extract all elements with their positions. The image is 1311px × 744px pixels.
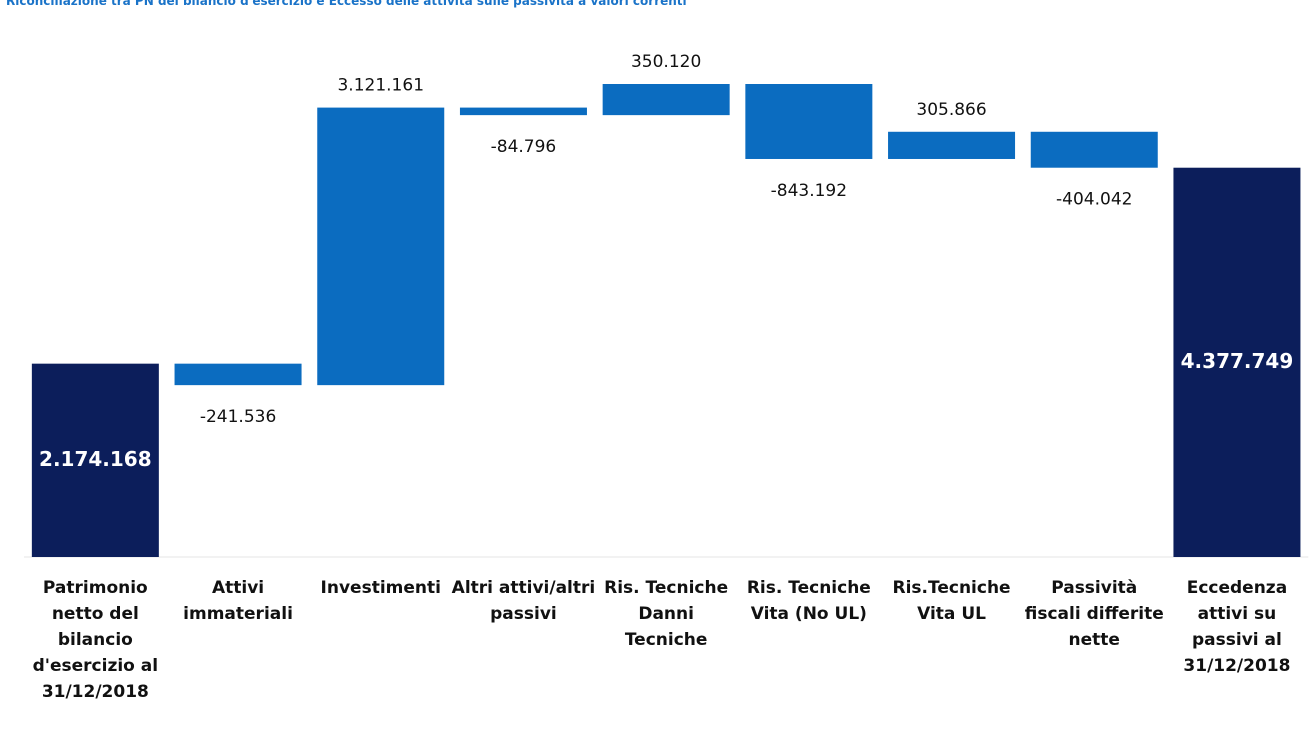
x-tick-label: Ris.Tecniche Vita UL (892, 578, 1011, 624)
x-tick-label: Altri attivi/altri passivi (451, 578, 596, 624)
x-tick-label: Investimenti (320, 578, 441, 598)
value-label: -84.796 (491, 137, 557, 157)
bar (1173, 167, 1301, 558)
bar (317, 107, 445, 386)
chart-title: Riconciliazione tra PN del bilancio d'es… (6, 0, 687, 8)
x-tick-label: Eccedenza attivi su passivi al 31/12/201… (1183, 578, 1291, 676)
value-label: 4.377.749 (1181, 349, 1294, 373)
bar (31, 363, 159, 557)
x-tick-label: Ris. Tecniche Vita (No UL) (746, 578, 871, 624)
value-label: 350.120 (631, 52, 701, 72)
value-label: -404.042 (1056, 190, 1132, 210)
x-tick-label: Patrimonio netto del bilancio d'esercizi… (32, 578, 159, 702)
bar (1030, 131, 1158, 168)
x-tick-label: Passività fiscali differite nette (1024, 578, 1164, 650)
x-tick-label: Ris. Tecniche Danni Tecniche (604, 578, 729, 650)
value-label: 2.174.168 (39, 447, 152, 471)
bar (888, 131, 1016, 159)
value-label: -843.192 (771, 181, 847, 201)
bar (745, 84, 873, 159)
bar (459, 107, 587, 116)
bar (602, 84, 730, 116)
value-label: 305.866 (916, 100, 986, 120)
value-label: 3.121.161 (337, 76, 424, 96)
value-label: -241.536 (200, 407, 276, 427)
x-tick-label: Attivi immateriali (183, 578, 293, 624)
bar (174, 363, 302, 386)
